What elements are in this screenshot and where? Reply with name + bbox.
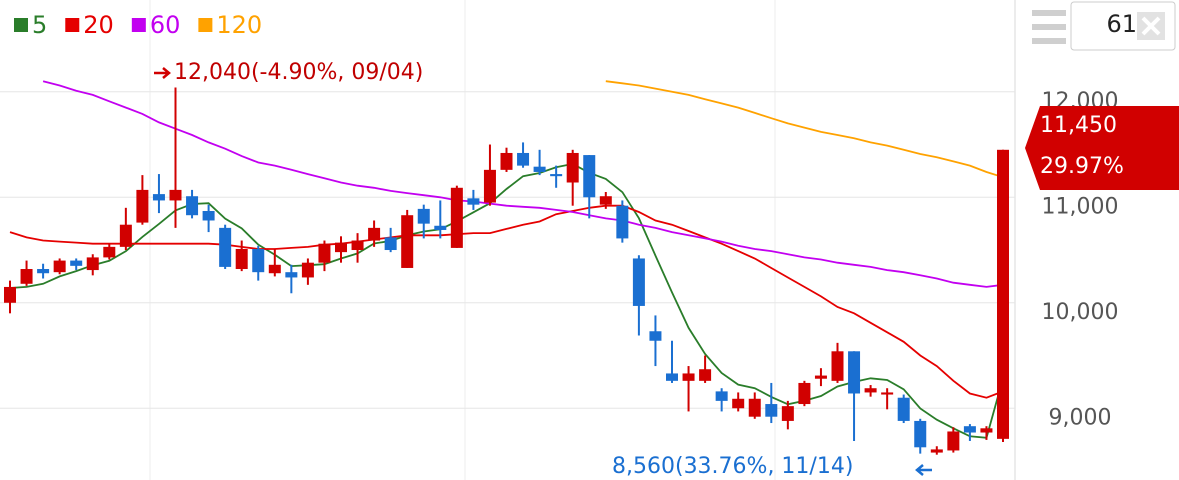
candle-body [235, 248, 248, 270]
legend-label: 60 [150, 11, 181, 39]
candle-body [831, 351, 844, 381]
menu-bar [1032, 10, 1066, 16]
ma-line [9, 204, 1004, 399]
candle-body [301, 262, 314, 278]
candle-body [186, 196, 199, 216]
legend-swatch [198, 18, 213, 32]
candle-body [119, 224, 132, 247]
legend-label: 20 [83, 11, 114, 39]
candle-body [599, 196, 612, 205]
candle-body [368, 227, 381, 241]
menu-bar [1032, 38, 1066, 44]
min-arrow [915, 464, 932, 476]
candle-body [848, 351, 861, 394]
candle-body [682, 373, 695, 381]
candle-body [417, 208, 430, 224]
candle-body [517, 152, 530, 166]
candle-body [997, 149, 1009, 439]
candle-body [699, 369, 712, 381]
candle-body [781, 406, 794, 421]
candle-body [897, 397, 910, 421]
candle-body [881, 392, 894, 395]
candles [4, 87, 1009, 455]
candle-body [732, 398, 745, 409]
candle-body [169, 189, 182, 201]
candle-body [748, 398, 761, 417]
candle-body [335, 242, 347, 253]
menu-icon[interactable] [1032, 10, 1066, 44]
legend-label: 5 [32, 11, 47, 39]
candle-body [914, 420, 927, 448]
candle-body [963, 426, 976, 433]
legend: 5 20 60 120 [14, 11, 262, 39]
candle-body [37, 269, 50, 274]
clear-button[interactable] [1137, 12, 1165, 40]
candle-body [136, 189, 149, 223]
candle-body [483, 169, 496, 203]
candle-body [616, 205, 629, 239]
candle-body [666, 373, 678, 381]
candle-body [450, 187, 463, 248]
price-tag [1025, 106, 1179, 190]
current-price: 11,450 [1040, 113, 1117, 138]
period-value: 61 [1106, 10, 1137, 38]
candle-body [401, 215, 414, 268]
candle-body [20, 269, 33, 284]
candle-body [70, 260, 83, 266]
legend-swatch [131, 18, 146, 32]
menu-bar [1032, 24, 1066, 30]
candle-body [550, 174, 563, 177]
candle-body [864, 388, 877, 393]
candle-body [4, 286, 16, 303]
ma-line [42, 80, 1004, 288]
candle-body [103, 246, 116, 258]
y-tick-label: 11,000 [1042, 194, 1119, 219]
clear-x [1141, 16, 1161, 36]
candle-body [467, 198, 480, 205]
candle-body [632, 258, 645, 306]
legend-swatch [14, 18, 28, 32]
candle-body [384, 237, 397, 251]
candle-body [814, 375, 827, 379]
candle-body [252, 248, 265, 273]
candle-body [566, 152, 579, 183]
y-tick-label: 10,000 [1042, 300, 1119, 325]
min-annotation: 8,560(33.76%, 11/14) [612, 454, 853, 479]
max-arrow [154, 67, 171, 79]
candle-body [285, 272, 298, 278]
y-tick-label: 9,000 [1049, 405, 1112, 430]
legend-label: 120 [216, 11, 262, 39]
current-change: 29.97% [1040, 154, 1124, 179]
candle-body [152, 194, 165, 201]
candle-body [533, 166, 546, 172]
candle-body [318, 243, 331, 263]
ma-line [605, 80, 1004, 179]
grid [0, 91, 1015, 409]
candle-body [583, 155, 596, 198]
candle-body [947, 431, 960, 451]
candle-body [649, 331, 662, 341]
candle-body [434, 225, 447, 230]
candle-body [202, 210, 215, 221]
candle-body [765, 404, 778, 417]
candle-body [930, 449, 943, 453]
legend-swatch [65, 18, 80, 32]
candle-body [351, 240, 364, 251]
candle-body [268, 264, 281, 274]
candle-body [86, 257, 99, 271]
candle-body [53, 260, 66, 273]
max-annotation: 12,040(-4.90%, 09/04) [174, 60, 423, 85]
candle-body [798, 382, 811, 405]
candle-body [980, 428, 993, 433]
candle-body [715, 391, 728, 401]
candle-body [219, 227, 232, 267]
candle-body [500, 152, 513, 170]
